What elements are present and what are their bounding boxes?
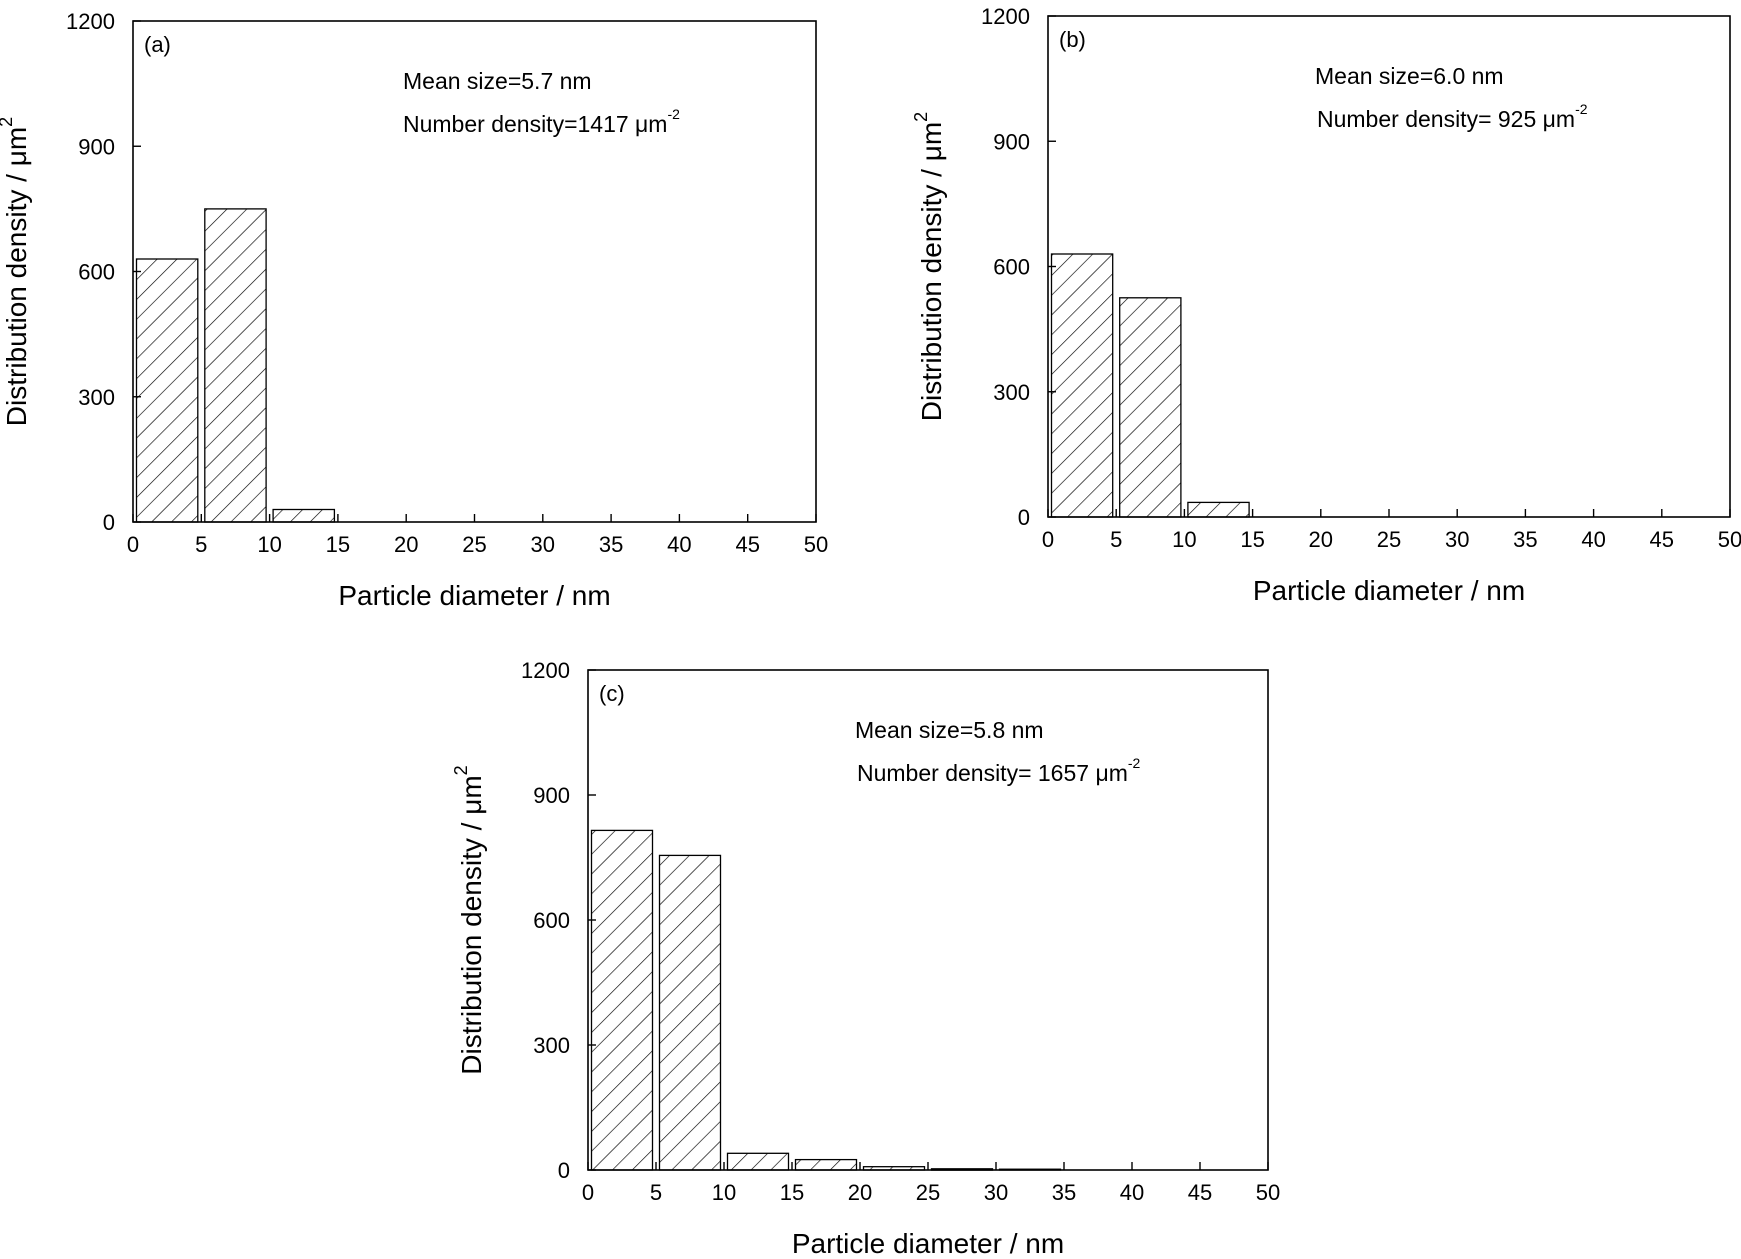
x-tick-label: 15 xyxy=(1240,527,1264,552)
x-tick-label: 10 xyxy=(1172,527,1196,552)
x-tick-label: 10 xyxy=(712,1180,736,1205)
y-tick-label: 300 xyxy=(993,380,1030,405)
x-tick-label: 0 xyxy=(127,532,139,557)
y-tick-label: 1200 xyxy=(521,658,570,683)
bar-c-4 xyxy=(794,1158,858,1171)
y-axis-title: Distribution density / μm2 xyxy=(451,765,487,1074)
x-tick-label: 10 xyxy=(257,532,281,557)
mean-size-annotation: Mean size=5.7 nm xyxy=(403,68,592,94)
x-tick-label: 40 xyxy=(1581,527,1605,552)
mean-size-annotation: Mean size=5.8 nm xyxy=(855,717,1044,743)
x-tick-label: 30 xyxy=(984,1180,1008,1205)
x-tick-label: 20 xyxy=(1309,527,1333,552)
y-tick-label: 300 xyxy=(533,1033,570,1058)
bar-b-2 xyxy=(1119,297,1182,518)
x-tick-label: 5 xyxy=(650,1180,662,1205)
x-tick-label: 0 xyxy=(1042,527,1054,552)
number-density-text: Number density= 925 μm xyxy=(1317,106,1575,132)
y-axis-title-text: Distribution density / μm xyxy=(1,127,32,426)
y-tick-label: 0 xyxy=(1018,505,1030,530)
chart-panel-c: 0 5 10 15 20 25 30 35 40 45 50 0 300 600 900 1200 (c) Mea… xyxy=(451,658,1280,1259)
y-tick-label: 600 xyxy=(78,260,115,285)
panel-label: (c) xyxy=(599,681,625,706)
y-axis-title-text: Distribution density / μm xyxy=(916,122,947,421)
x-tick-label: 40 xyxy=(667,532,691,557)
y-axis-title-exponent: 2 xyxy=(0,117,16,127)
number-density-exponent: -2 xyxy=(1128,755,1141,771)
bar-a-2 xyxy=(204,208,267,523)
x-tick-label: 45 xyxy=(1650,527,1674,552)
x-tick-label: 50 xyxy=(804,532,828,557)
y-axis-title-exponent: 2 xyxy=(911,112,931,122)
number-density-annotation: Number density= 925 μm-2 xyxy=(1317,101,1588,132)
panel-label: (a) xyxy=(144,32,171,57)
y-tick-label: 600 xyxy=(533,908,570,933)
y-tick-label: 1200 xyxy=(66,9,115,34)
x-tick-label: 25 xyxy=(916,1180,940,1205)
x-tick-label: 35 xyxy=(1513,527,1537,552)
x-tick-label: 0 xyxy=(582,1180,594,1205)
x-tick-label: 50 xyxy=(1718,527,1741,552)
x-tick-label: 40 xyxy=(1120,1180,1144,1205)
chart-panel-b: 0 5 10 15 20 25 30 35 40 45 50 0 300 600 900 1200 (b) Mea… xyxy=(911,4,1741,606)
number-density-exponent: -2 xyxy=(1575,101,1588,117)
y-tick-label: 900 xyxy=(533,783,570,808)
y-tick-label: 900 xyxy=(993,129,1030,154)
x-tick-label: 30 xyxy=(1445,527,1469,552)
bar-b-1 xyxy=(1050,253,1114,518)
x-tick-label: 45 xyxy=(1188,1180,1212,1205)
x-tick-label: 50 xyxy=(1256,1180,1280,1205)
x-tick-label: 20 xyxy=(394,532,418,557)
x-tick-label: 20 xyxy=(848,1180,872,1205)
y-tick-label: 300 xyxy=(78,385,115,410)
number-density-text: Number density= 1657 μm xyxy=(857,760,1128,786)
y-axis-title-text: Distribution density / μm xyxy=(456,775,487,1074)
y-tick-label: 0 xyxy=(558,1158,570,1183)
x-tick-label: 15 xyxy=(780,1180,804,1205)
number-density-annotation: Number density= 1657 μm-2 xyxy=(857,755,1141,786)
y-axis-title-exponent: 2 xyxy=(451,765,471,775)
y-axis-title: Distribution density / μm2 xyxy=(0,117,32,426)
x-tick-label: 45 xyxy=(735,532,759,557)
x-axis-title: Particle diameter / nm xyxy=(792,1228,1064,1259)
x-tick-label: 5 xyxy=(1110,527,1122,552)
x-tick-label: 30 xyxy=(531,532,555,557)
x-axis-title: Particle diameter / nm xyxy=(338,580,610,611)
x-tick-label: 35 xyxy=(599,532,623,557)
y-tick-label: 1200 xyxy=(981,4,1030,29)
chart-panel-a: 0 5 10 15 20 25 30 35 40 45 50 0 300 600 900 1200 (a) Mea… xyxy=(0,9,828,611)
x-tick-label: 25 xyxy=(1377,527,1401,552)
panel-label: (b) xyxy=(1059,27,1086,52)
number-density-exponent: -2 xyxy=(667,106,680,122)
x-tick-label: 25 xyxy=(462,532,486,557)
bar-c-1 xyxy=(590,829,654,1171)
mean-size-annotation: Mean size=6.0 nm xyxy=(1315,63,1504,89)
y-tick-label: 0 xyxy=(103,510,115,535)
number-density-text: Number density=1417 μm xyxy=(403,111,667,137)
x-tick-label: 15 xyxy=(326,532,350,557)
y-tick-label: 600 xyxy=(993,255,1030,280)
x-tick-label: 5 xyxy=(195,532,207,557)
y-tick-label: 900 xyxy=(78,134,115,159)
bar-a-3 xyxy=(272,508,336,523)
bar-c-2 xyxy=(658,854,722,1171)
y-axis-title: Distribution density / μm2 xyxy=(911,112,947,421)
bar-c-3 xyxy=(726,1152,790,1171)
x-tick-label: 35 xyxy=(1052,1180,1076,1205)
number-density-annotation: Number density=1417 μm-2 xyxy=(403,106,680,137)
bar-b-3 xyxy=(1187,501,1250,518)
x-axis-title: Particle diameter / nm xyxy=(1253,575,1525,606)
bar-a-1 xyxy=(135,258,199,523)
